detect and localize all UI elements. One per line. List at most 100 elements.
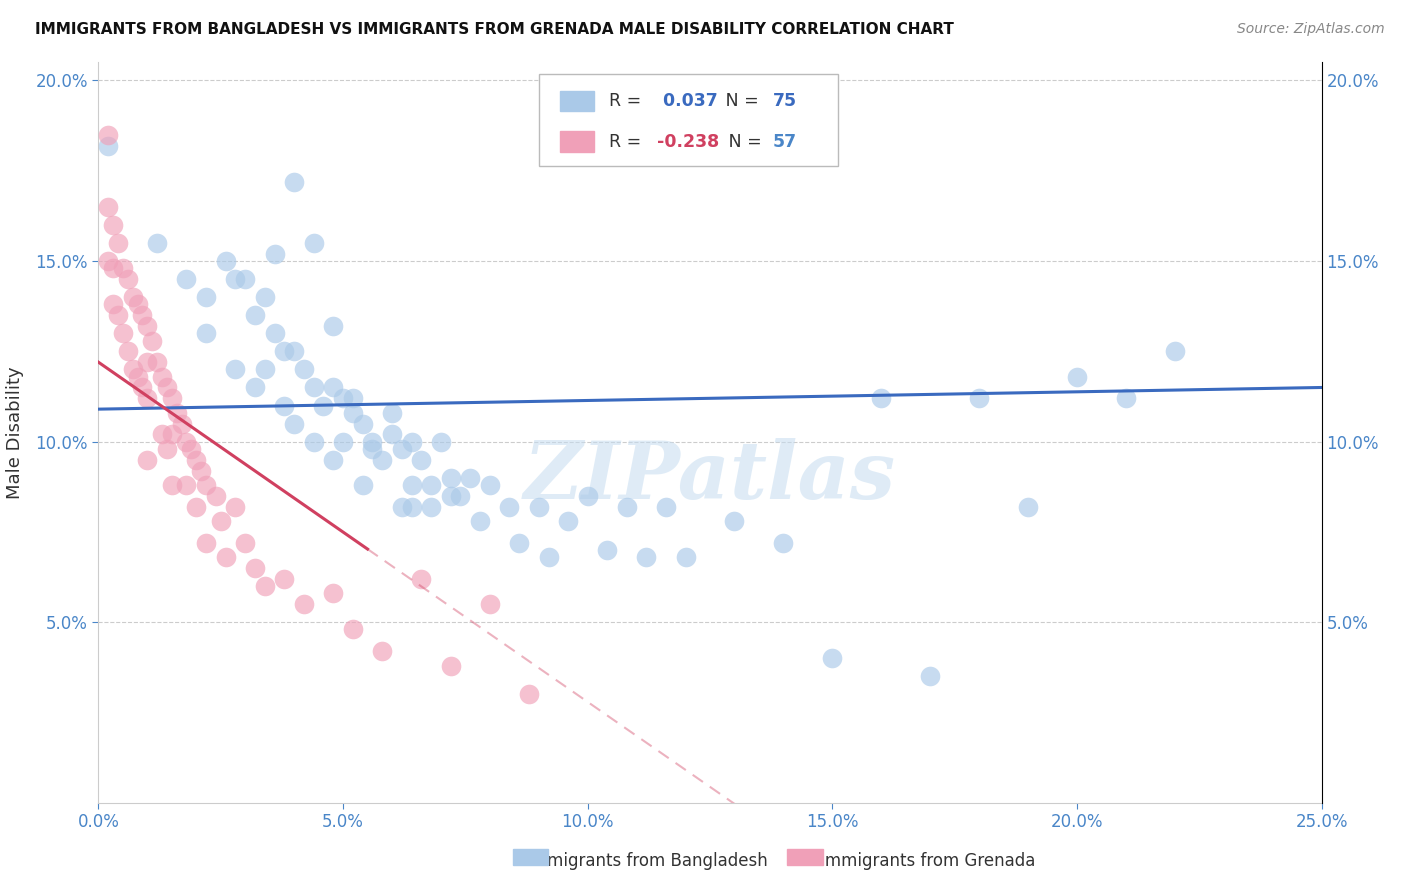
Point <box>401 434 423 449</box>
Point <box>371 644 394 658</box>
Point <box>107 235 129 250</box>
Point <box>371 452 394 467</box>
Point <box>97 254 120 268</box>
Point <box>101 218 124 232</box>
Point <box>243 308 266 322</box>
Point <box>420 500 443 514</box>
Point <box>243 561 266 575</box>
Text: 57: 57 <box>772 133 797 151</box>
Point <box>381 406 404 420</box>
Point <box>141 334 163 348</box>
Point <box>160 427 183 442</box>
Point <box>283 417 305 431</box>
Point <box>131 308 153 322</box>
Point <box>537 550 560 565</box>
Point <box>136 319 159 334</box>
Point <box>214 550 236 565</box>
Point <box>180 442 202 456</box>
Point <box>195 535 218 549</box>
Point <box>1066 369 1088 384</box>
Point <box>150 369 173 384</box>
Point <box>283 344 305 359</box>
Point <box>97 128 120 142</box>
Point <box>401 478 423 492</box>
Point <box>411 572 433 586</box>
Point <box>127 297 149 311</box>
Point <box>224 500 246 514</box>
Point <box>440 489 463 503</box>
Point <box>243 380 266 394</box>
Point <box>498 500 520 514</box>
Point <box>195 478 218 492</box>
Point <box>121 290 143 304</box>
Point <box>636 550 658 565</box>
Point <box>920 669 942 683</box>
Text: N =: N = <box>709 92 763 110</box>
Point <box>381 427 404 442</box>
Point <box>596 543 619 558</box>
Point <box>411 452 433 467</box>
Point <box>361 434 384 449</box>
Point <box>312 399 335 413</box>
Point <box>146 355 169 369</box>
Point <box>166 406 188 420</box>
Point <box>186 452 208 467</box>
Point <box>450 489 472 503</box>
Point <box>655 500 678 514</box>
Point <box>263 247 285 261</box>
Point <box>263 326 285 341</box>
Point <box>117 344 139 359</box>
Point <box>723 514 745 528</box>
Point <box>233 535 256 549</box>
Point <box>772 535 794 549</box>
Point <box>136 392 159 406</box>
Point <box>616 500 638 514</box>
Point <box>1017 500 1039 514</box>
Point <box>391 442 413 456</box>
Text: Source: ZipAtlas.com: Source: ZipAtlas.com <box>1237 22 1385 37</box>
Point <box>440 658 463 673</box>
Point <box>283 175 305 189</box>
Point <box>292 597 315 611</box>
Point <box>170 417 193 431</box>
Point <box>253 362 276 376</box>
Point <box>1115 392 1137 406</box>
Point <box>156 442 179 456</box>
Text: IMMIGRANTS FROM BANGLADESH VS IMMIGRANTS FROM GRENADA MALE DISABILITY CORRELATIO: IMMIGRANTS FROM BANGLADESH VS IMMIGRANTS… <box>35 22 955 37</box>
Point <box>322 586 344 600</box>
Text: ZIPatlas: ZIPatlas <box>524 438 896 516</box>
Point <box>101 297 124 311</box>
Point <box>253 290 276 304</box>
Point <box>870 392 893 406</box>
Point <box>675 550 697 565</box>
Point <box>111 261 134 276</box>
Text: 75: 75 <box>772 92 797 110</box>
Point <box>160 392 183 406</box>
Text: 0.037: 0.037 <box>658 92 718 110</box>
Point <box>121 362 143 376</box>
Y-axis label: Male Disability: Male Disability <box>7 367 24 499</box>
Point <box>176 272 198 286</box>
Point <box>186 500 208 514</box>
Point <box>468 514 491 528</box>
Point <box>391 500 413 514</box>
Point <box>214 254 236 268</box>
Point <box>302 235 325 250</box>
Point <box>136 355 159 369</box>
FancyBboxPatch shape <box>538 73 838 166</box>
Point <box>1164 344 1187 359</box>
Point <box>342 392 364 406</box>
Point <box>821 651 844 665</box>
Point <box>176 434 198 449</box>
Point <box>508 535 530 549</box>
Point <box>302 434 325 449</box>
Point <box>342 406 364 420</box>
Point <box>352 478 374 492</box>
Point <box>150 427 173 442</box>
Point <box>420 478 443 492</box>
Point <box>209 514 232 528</box>
Point <box>361 442 384 456</box>
Text: -0.238: -0.238 <box>658 133 720 151</box>
Point <box>273 572 295 586</box>
Point <box>430 434 453 449</box>
